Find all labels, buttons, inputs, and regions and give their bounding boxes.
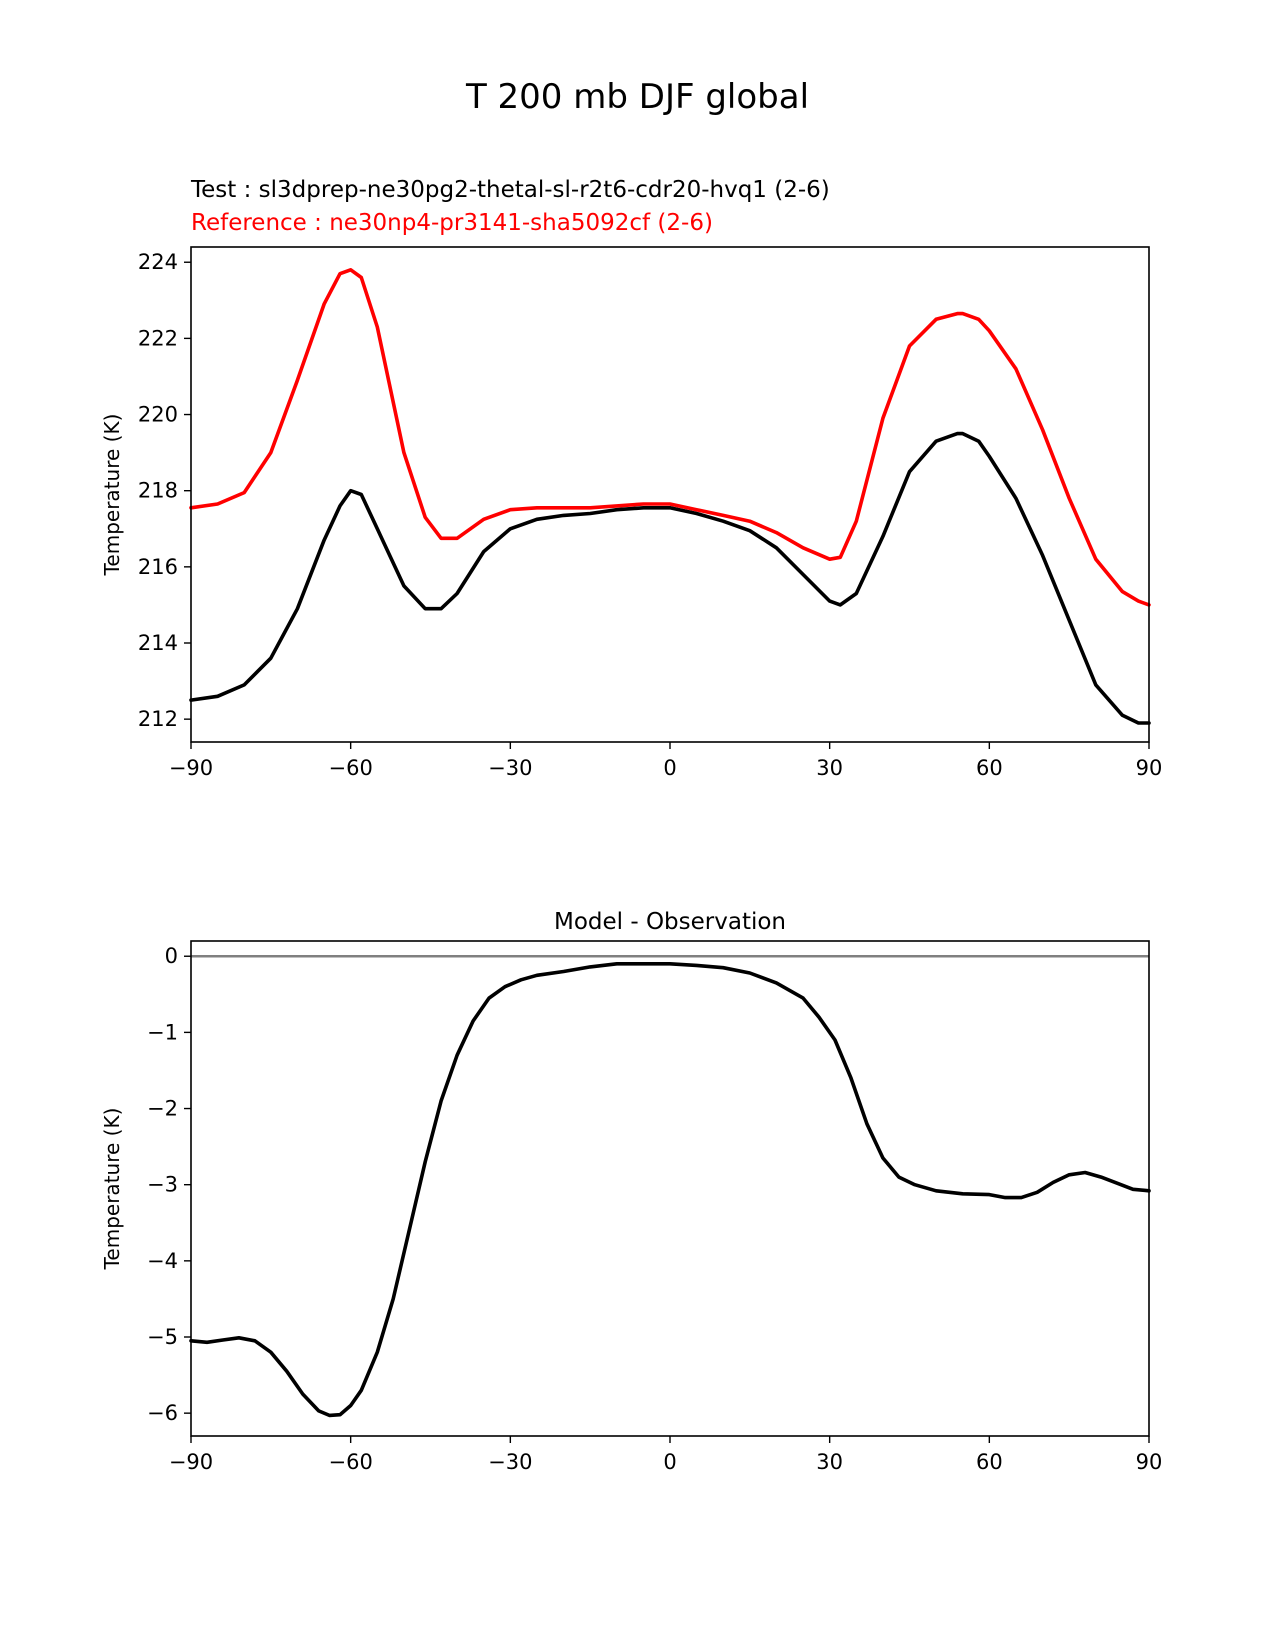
y-tick-label: −1 <box>147 1020 178 1044</box>
series-line-test <box>189 961 1151 1418</box>
x-tick-label: 0 <box>663 756 676 780</box>
x-tick-label: −90 <box>169 756 213 780</box>
y-tick-label: −6 <box>147 1401 178 1425</box>
y-tick-label: 224 <box>138 250 178 274</box>
y-tick-label: −4 <box>147 1249 178 1273</box>
x-tick-label: 60 <box>976 1450 1003 1474</box>
series-line-reference <box>189 267 1151 607</box>
x-tick-label: −60 <box>329 756 373 780</box>
y-axis-label: Temperature (K) <box>100 414 124 577</box>
x-tick-label: −60 <box>329 1450 373 1474</box>
y-tick-label: 222 <box>138 326 178 350</box>
x-tick-label: 90 <box>1136 756 1163 780</box>
legend-label: Reference : ne30np4-pr3141-sha5092cf (2-… <box>191 210 713 236</box>
y-tick-label: 212 <box>138 707 178 731</box>
y-tick-label: 218 <box>138 479 178 503</box>
figure-title: T 200 mb DJF global <box>465 77 809 117</box>
x-tick-label: −90 <box>169 1450 213 1474</box>
legend-label: Test : sl3dprep-ne30pg2-thetal-sl-r2t6-c… <box>190 177 830 203</box>
y-tick-label: −3 <box>147 1173 178 1197</box>
x-tick-label: 30 <box>816 1450 843 1474</box>
x-tick-label: −30 <box>488 756 532 780</box>
x-tick-label: 30 <box>816 756 843 780</box>
axes-title: Model - Observation <box>554 909 786 935</box>
x-tick-label: 90 <box>1136 1450 1163 1474</box>
y-tick-label: 220 <box>138 403 178 427</box>
y-axis-label: Temperature (K) <box>100 1108 124 1271</box>
panel-test-reference: Test : sl3dprep-ne30pg2-thetal-sl-r2t6-c… <box>100 177 1162 780</box>
x-tick-label: 60 <box>976 756 1003 780</box>
y-tick-label: 214 <box>138 631 178 655</box>
y-tick-label: 0 <box>165 944 178 968</box>
series-line-test <box>189 431 1151 725</box>
x-tick-label: 0 <box>663 1450 676 1474</box>
y-tick-label: −5 <box>147 1325 178 1349</box>
y-tick-label: −2 <box>147 1097 178 1121</box>
y-tick-label: 216 <box>138 555 178 579</box>
x-tick-label: −30 <box>488 1450 532 1474</box>
